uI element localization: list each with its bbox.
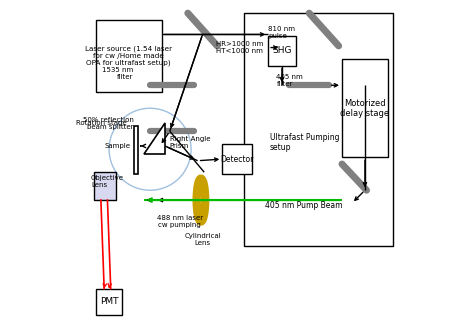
Text: 405 nm
filter: 405 nm filter [276, 74, 303, 87]
Bar [94, 172, 116, 200]
Bar [134, 126, 137, 174]
Text: HR>1000 nm
HT<1000 nm: HR>1000 nm HT<1000 nm [216, 41, 263, 54]
Text: 810 nm
pulse: 810 nm pulse [268, 26, 295, 39]
Text: Rotation stage: Rotation stage [76, 120, 127, 126]
Text: Cylindrical
Lens: Cylindrical Lens [184, 233, 221, 246]
Text: 50% reflection
beam splitter: 50% reflection beam splitter [83, 116, 134, 130]
Bar [222, 144, 252, 174]
Text: Sample: Sample [104, 143, 130, 149]
Bar [96, 289, 122, 315]
Text: Objective
Lens: Objective Lens [91, 175, 124, 189]
Bar [244, 13, 393, 246]
Text: Laser source (1.54 laser
for cw /Home made
OPA for ultrafast setup): Laser source (1.54 laser for cw /Home ma… [85, 45, 173, 66]
Text: PMT: PMT [100, 297, 118, 306]
Text: 405 nm Pump Beam: 405 nm Pump Beam [265, 200, 342, 210]
Polygon shape [144, 123, 165, 154]
Text: Ultrafast Pumping
setup: Ultrafast Pumping setup [270, 133, 339, 153]
Bar [96, 20, 162, 92]
Bar [268, 36, 296, 66]
Text: Right Angle
Prism: Right Angle Prism [170, 136, 210, 149]
Text: SHG: SHG [273, 46, 292, 55]
Text: 1535 nm
filter: 1535 nm filter [102, 67, 134, 80]
Text: Motorized
delay stage: Motorized delay stage [340, 98, 390, 118]
Text: Detector: Detector [220, 154, 254, 164]
Text: 488 nm laser
cw pumping: 488 nm laser cw pumping [156, 215, 203, 228]
Bar [342, 59, 388, 157]
